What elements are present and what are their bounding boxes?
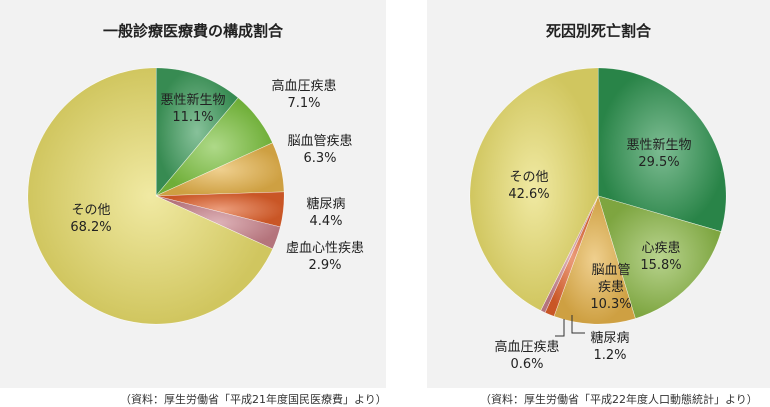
slice-value-label: 10.3% <box>590 297 631 312</box>
slice-label: 悪性新生物 11.1% <box>160 92 225 125</box>
label-leader-line <box>571 315 585 334</box>
slice-value-label: 15.8% <box>640 258 681 273</box>
chart-panel-death-causes: 死因別死亡割合 悪性新生物 29.5% 心疾患 15.8% 脳血管疾患 10.3% 糖尿病 1… <box>427 0 770 388</box>
slice-label: 虚血心性疾患 2.9% <box>286 241 364 273</box>
source-note: （資料：厚生労働省「平成21年度国民医療費」より） <box>120 393 387 406</box>
slice-label: 脳血管疾患 10.3% <box>590 263 631 312</box>
pie-chart-death-causes: 悪性新生物 29.5% 心疾患 15.8% 脳血管疾患 10.3% 糖尿病 1.2% 高血圧疾患… <box>469 67 727 372</box>
slice-value-label: 29.5% <box>638 155 679 170</box>
slice-value-label: 4.4% <box>309 214 342 229</box>
label-leader-line <box>555 319 565 337</box>
pie-chart-medical-costs: 悪性新生物 11.1% 高血圧疾患 7.1% 脳血管疾患 6.3% 糖尿病 4.4% 虚血心性疾… <box>27 67 364 325</box>
slice-value-label: 68.2% <box>70 220 111 235</box>
slice-label: その他 42.6% <box>508 170 549 202</box>
slice-label: 高血圧疾患 0.6% <box>494 339 559 372</box>
slice-value-label: 42.6% <box>508 187 549 202</box>
slice-value-label: 6.3% <box>303 151 336 166</box>
slice-value-label: 2.9% <box>308 258 341 273</box>
slice-label: 心疾患 15.8% <box>640 241 681 273</box>
slice-label: 悪性新生物 29.5% <box>626 137 691 170</box>
slice-label: 高血圧疾患 7.1% <box>271 78 336 111</box>
slice-label: 糖尿病 4.4% <box>306 196 345 229</box>
slice-label: 糖尿病 1.2% <box>590 330 629 363</box>
slice-value-label: 11.1% <box>172 110 213 125</box>
source-note: （資料：厚生労働省「平成22年度人口動態統計」より） <box>480 393 758 406</box>
slice-value-label: 1.2% <box>593 348 626 363</box>
chart-title: 一般診療医療費の構成割合 <box>102 22 283 40</box>
chart-panel-medical-costs: 一般診療医療費の構成割合 悪性新生物 11.1% 高血圧疾患 7.1% 脳血管疾患 6.3… <box>0 0 386 388</box>
slice-label: その他 68.2% <box>70 203 111 235</box>
slice-value-label: 0.6% <box>510 357 543 372</box>
slice-label: 脳血管疾患 6.3% <box>287 134 352 166</box>
slice-value-label: 7.1% <box>287 96 320 111</box>
chart-title: 死因別死亡割合 <box>545 22 651 40</box>
